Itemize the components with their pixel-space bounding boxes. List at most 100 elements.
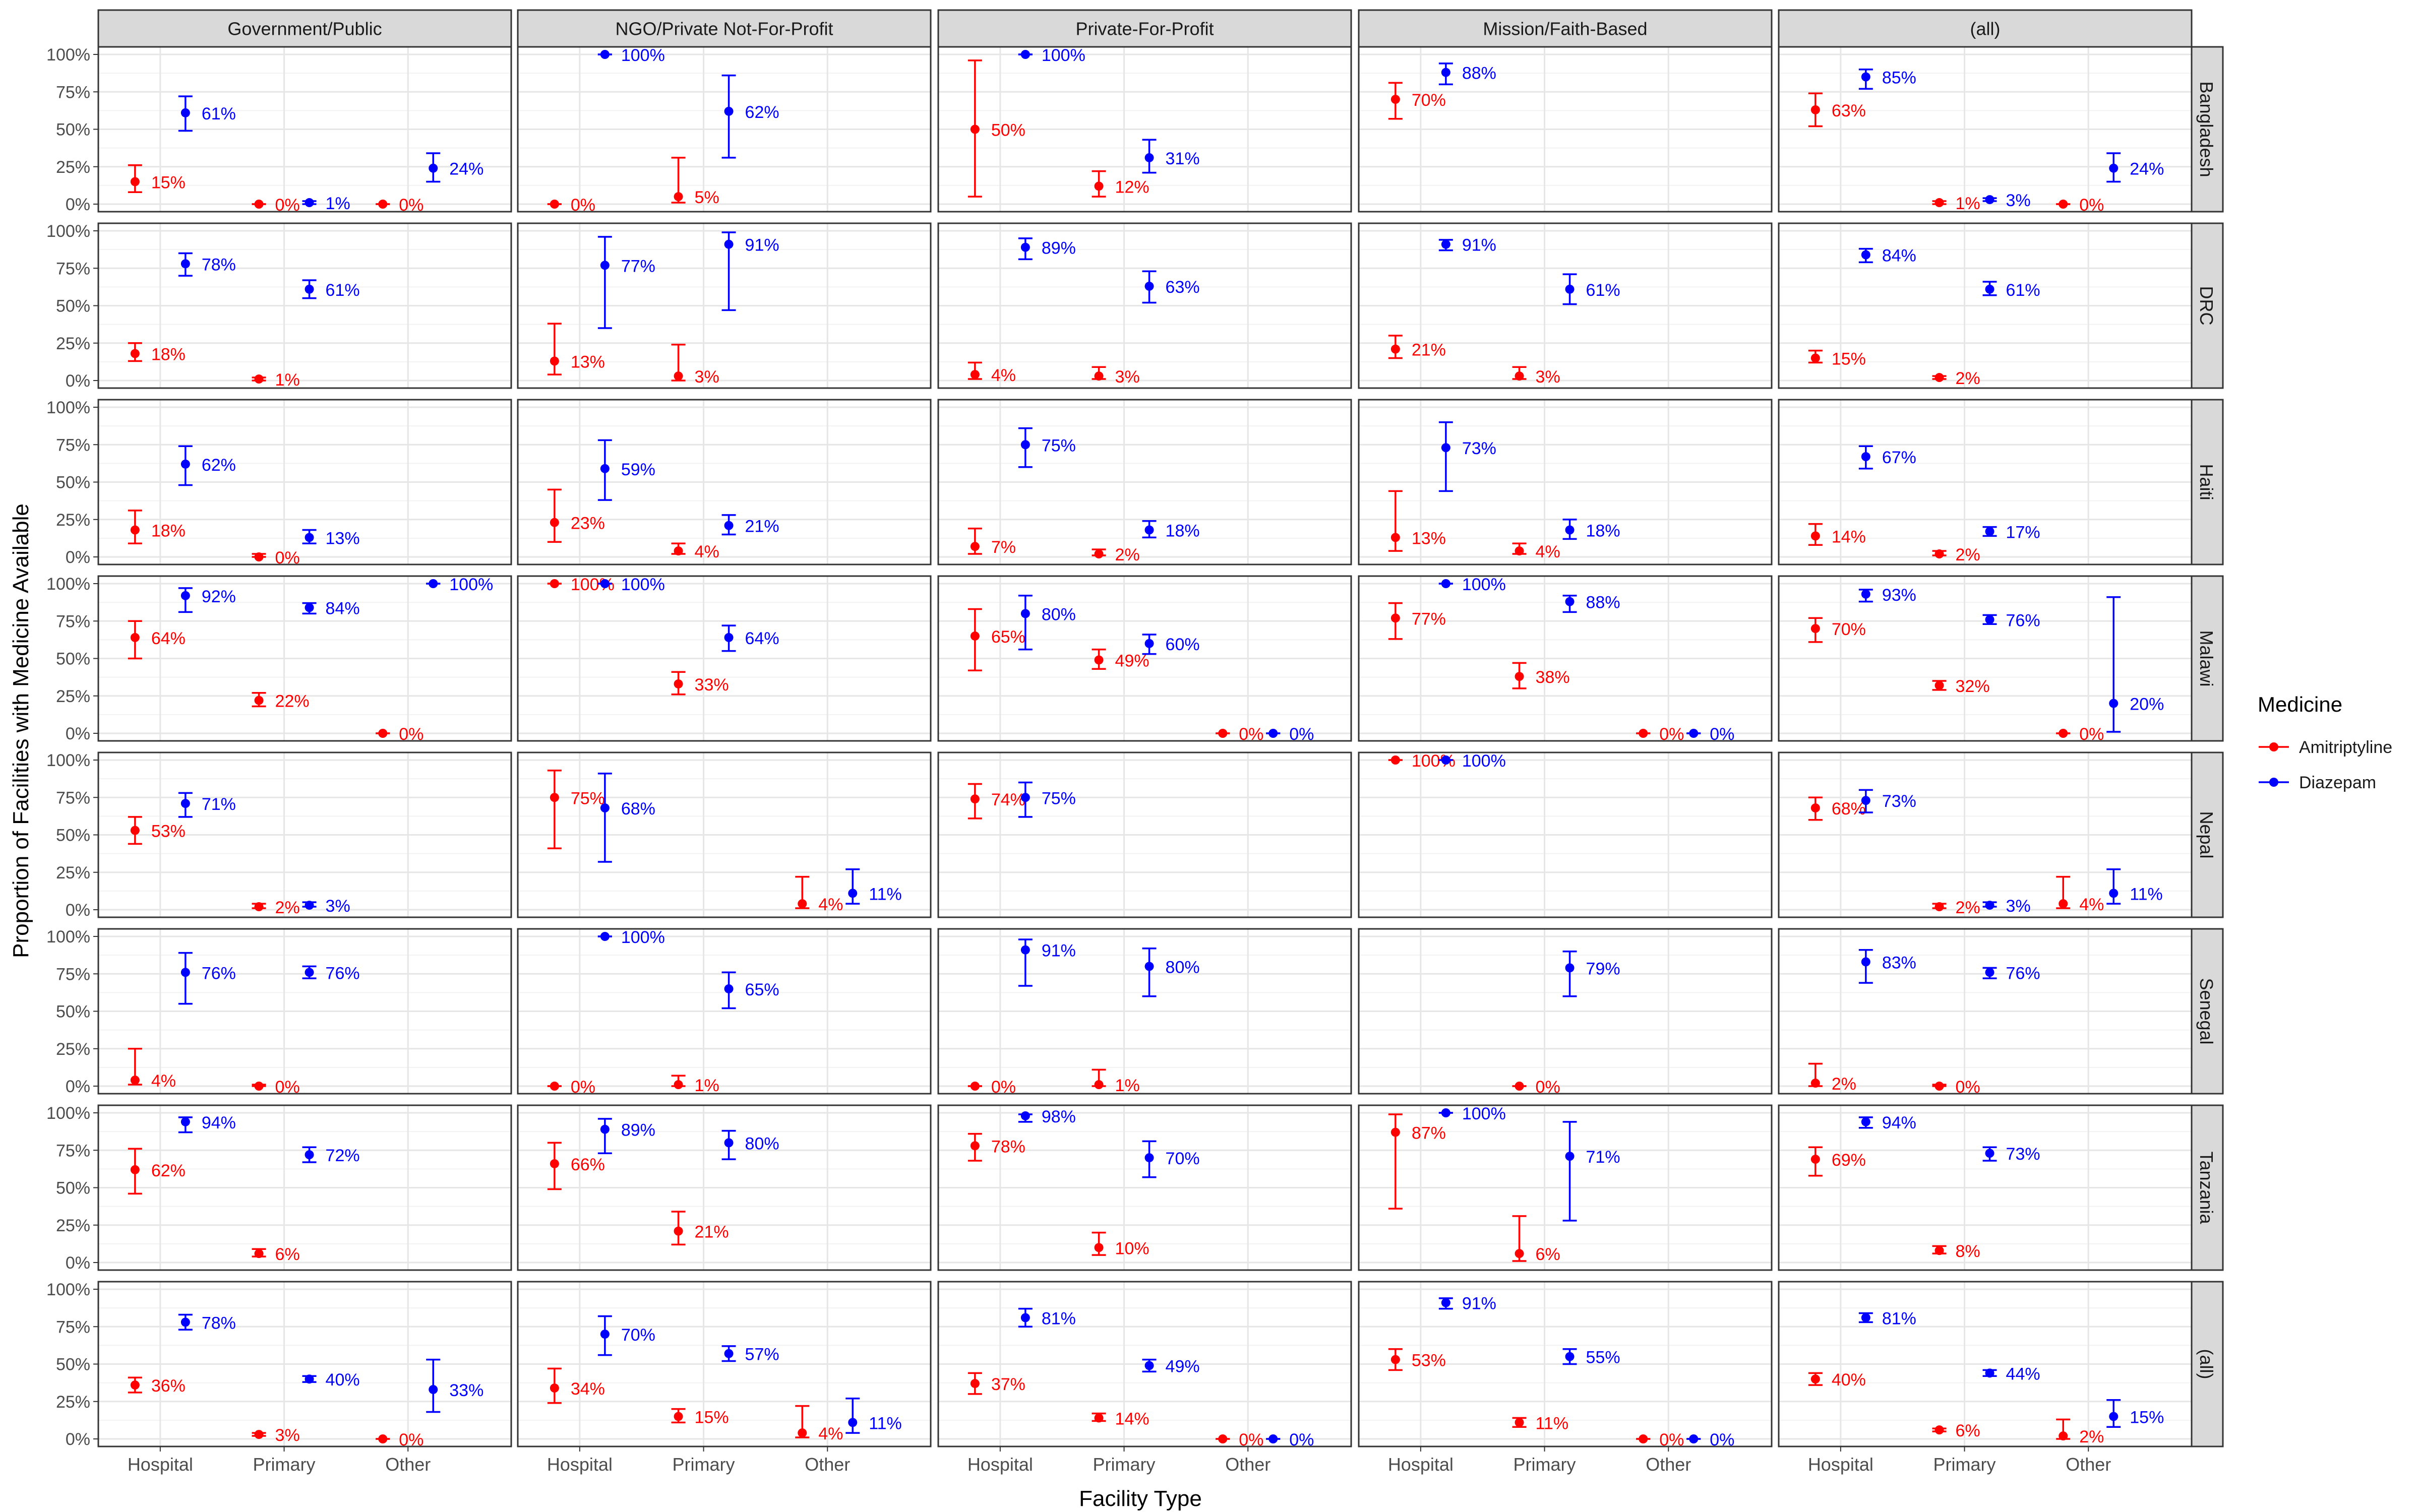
- data-label: 89%: [621, 1121, 655, 1140]
- data-point: [1020, 609, 1030, 618]
- data-label: 44%: [2006, 1364, 2040, 1383]
- data-point: [600, 932, 610, 941]
- facet-col-label: (all): [1970, 19, 2001, 39]
- data-point: [1094, 371, 1104, 381]
- facet-panel: 64%22%0%92%84%100%: [97, 575, 512, 744]
- data-label: 2%: [1956, 898, 1980, 917]
- data-label: 34%: [571, 1379, 605, 1399]
- data-point: [970, 124, 980, 134]
- facet-panel: 0%79%: [1358, 928, 1773, 1097]
- facet-panel: 74% 75%: [937, 751, 1352, 918]
- data-point: [1441, 579, 1450, 588]
- data-point: [970, 631, 980, 641]
- data-label: 84%: [326, 599, 360, 618]
- data-point: [1810, 1374, 1820, 1384]
- facet-panel: 36%3% 0%78%40%33%: [97, 1281, 512, 1450]
- data-label: 32%: [1956, 677, 1990, 696]
- data-point: [970, 370, 980, 380]
- facet-row-strip: [2190, 928, 2224, 1095]
- panel-border: [937, 928, 1352, 1095]
- data-label: 88%: [1462, 64, 1496, 83]
- y-tick-label: 100%: [46, 751, 90, 770]
- panel-border: [517, 399, 932, 565]
- facet-panel: 53%11%0%91%55%0%: [1358, 1281, 1773, 1450]
- data-label: 100%: [621, 928, 665, 947]
- data-point: [1144, 1361, 1154, 1370]
- data-label: 55%: [1586, 1348, 1620, 1367]
- legend-title: Medicine: [2258, 692, 2342, 716]
- data-point: [550, 200, 559, 209]
- panel-border: [517, 928, 932, 1095]
- data-point: [2059, 200, 2068, 209]
- facet-panel: 65%49%0%80%60%0%: [937, 575, 1352, 744]
- data-label: 17%: [2006, 523, 2040, 542]
- panel-border: [97, 751, 512, 918]
- data-label: 49%: [1166, 1357, 1200, 1376]
- panel-border: [1778, 575, 2193, 742]
- data-label: 77%: [1412, 609, 1446, 628]
- y-tick-label: 100%: [46, 575, 90, 594]
- data-point: [1390, 95, 1400, 104]
- data-point: [1810, 531, 1820, 541]
- data-label: 63%: [1832, 101, 1866, 120]
- data-point: [180, 1317, 190, 1327]
- data-point: [1020, 1313, 1030, 1322]
- facet-panel: 4% 3% 89% 63%: [937, 222, 1352, 389]
- panel-border: [1358, 928, 1773, 1095]
- data-point: [1985, 901, 1994, 910]
- panel-border: [1778, 222, 2193, 389]
- facet-panel: 13% 3% 77% 91%: [517, 222, 932, 389]
- data-label: 71%: [1586, 1148, 1620, 1167]
- data-point: [130, 349, 140, 358]
- data-point: [1144, 639, 1154, 648]
- data-label: 75%: [1042, 789, 1076, 808]
- y-tick-label: 50%: [56, 650, 90, 669]
- x-tick-label: Other: [805, 1454, 850, 1475]
- data-label: 81%: [1042, 1309, 1076, 1328]
- data-point: [180, 1117, 190, 1126]
- facet-panel: 77%38%0%100%88%0%: [1358, 575, 1773, 744]
- data-label: 2%: [1832, 1075, 1856, 1094]
- data-label: 94%: [1882, 1113, 1916, 1132]
- y-tick-label: 100%: [46, 222, 90, 241]
- data-point: [1810, 105, 1820, 114]
- facet-panel: 18% 1% 78% 61%: [97, 222, 512, 390]
- data-label: 4%: [818, 1424, 843, 1443]
- data-point: [1094, 1243, 1104, 1252]
- data-label: 76%: [2006, 611, 2040, 630]
- data-label: 80%: [1042, 605, 1076, 624]
- panel-border: [517, 1104, 932, 1271]
- x-tick-label: Hospital: [547, 1454, 613, 1475]
- data-point: [1441, 443, 1450, 453]
- y-tick-label: 0%: [66, 548, 90, 567]
- data-label: 84%: [1882, 246, 1916, 266]
- panels-layer: Government/Public NGO/Private Not-For-Pro…: [46, 9, 2224, 1475]
- y-tick-label: 75%: [56, 83, 90, 102]
- data-point: [130, 177, 140, 186]
- y-tick-label: 50%: [56, 1179, 90, 1198]
- data-label: 69%: [1832, 1151, 1866, 1170]
- data-label: 85%: [1882, 69, 1916, 88]
- data-point: [848, 889, 858, 898]
- panel-border: [1778, 751, 2193, 918]
- facet-panel: 0% 1%91%80%: [937, 928, 1352, 1097]
- data-point: [1689, 1434, 1699, 1443]
- data-point: [600, 50, 610, 59]
- data-label: 3%: [2006, 191, 2031, 210]
- data-point: [2109, 1412, 2119, 1421]
- facet-panel: 40% 6% 2% 81% 44% 15%: [1778, 1281, 2193, 1447]
- data-point: [1985, 284, 1994, 294]
- facet-panel: 2% 0%83%76%: [1778, 928, 2193, 1097]
- data-point: [724, 633, 734, 642]
- data-point: [1861, 72, 1870, 82]
- data-label: 7%: [991, 538, 1016, 557]
- data-label: 53%: [151, 822, 186, 841]
- data-point: [550, 793, 559, 802]
- data-point: [180, 459, 190, 469]
- data-point: [1515, 1249, 1524, 1258]
- data-point: [2059, 729, 2068, 738]
- y-tick-label: 0%: [66, 1077, 90, 1096]
- data-point: [1810, 353, 1820, 363]
- data-label: 22%: [275, 692, 310, 711]
- data-point: [130, 1076, 140, 1085]
